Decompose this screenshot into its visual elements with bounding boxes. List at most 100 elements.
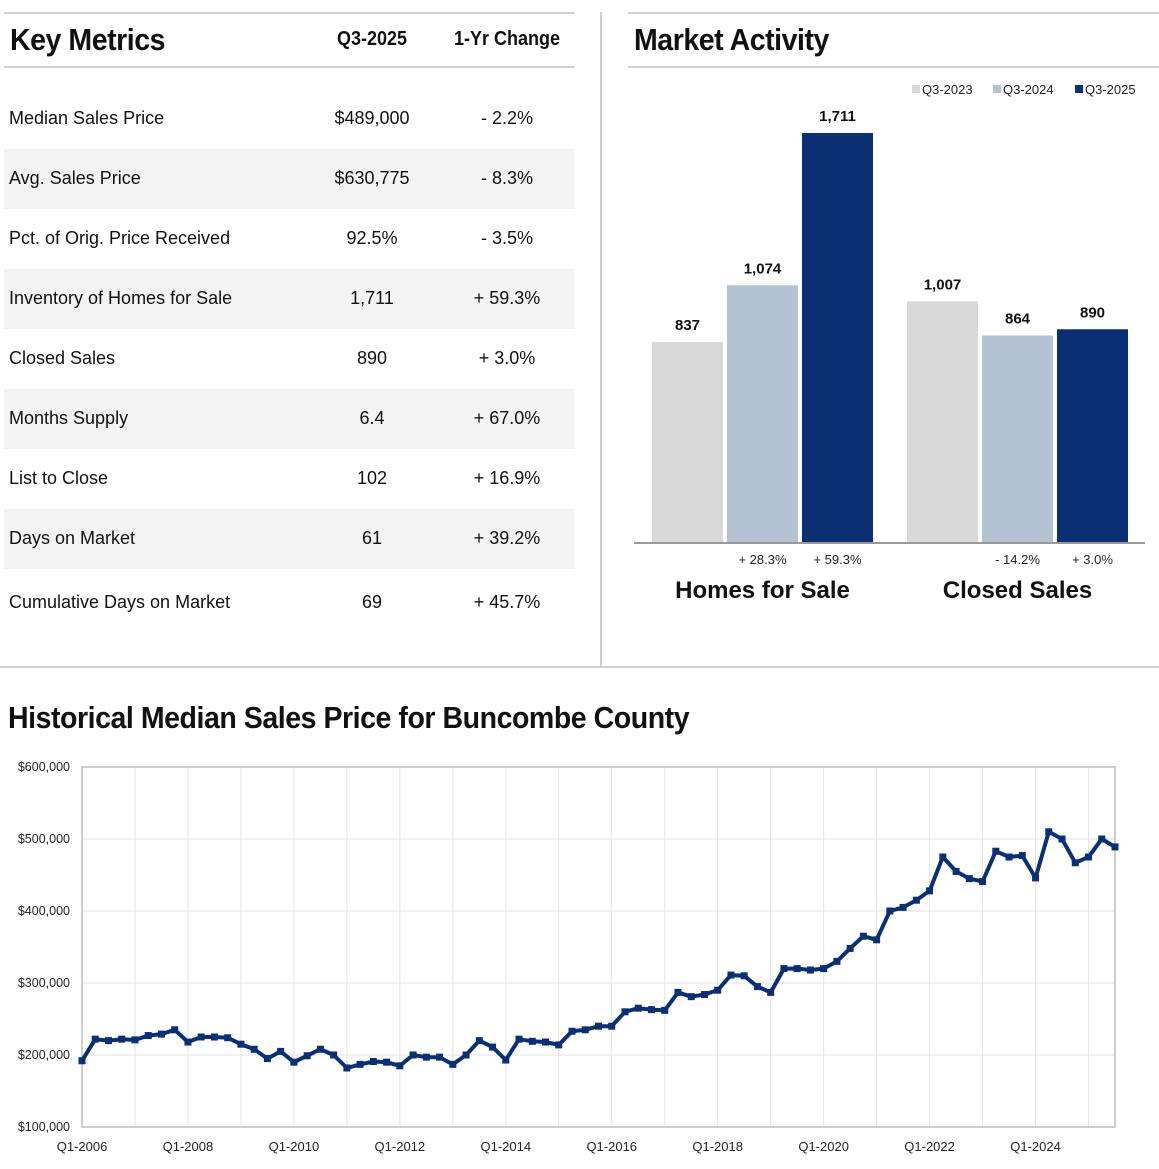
data-point: [727, 971, 735, 979]
legend-label: Q3-2023: [922, 82, 973, 97]
key-metrics-rows: Median Sales Price $489,000 - 2.2% Avg. Sal…: [4, 89, 574, 629]
metric-row: Avg. Sales Price $630,775 - 8.3%: [4, 149, 574, 209]
data-point: [422, 1053, 430, 1061]
data-point: [396, 1062, 404, 1070]
plot-frame: [81, 766, 1116, 1128]
data-point: [489, 1043, 497, 1051]
metric-label: Days on Market: [9, 528, 136, 548]
x-tick-label: Q1-2022: [904, 1139, 955, 1154]
bar: [802, 133, 873, 542]
data-point: [263, 1055, 271, 1063]
metric-value: 890: [356, 348, 388, 368]
legend-swatch: [1075, 85, 1083, 93]
data-point: [528, 1037, 536, 1045]
data-point: [979, 877, 987, 885]
metric-row: Inventory of Homes for Sale 1,711 + 59.3%: [4, 269, 574, 329]
data-point: [992, 847, 1000, 855]
x-tick-label: Q1-2006: [57, 1139, 108, 1154]
bar-value-label: 1,074: [744, 260, 782, 277]
price-series-line: [80, 829, 1117, 1070]
data-point: [290, 1058, 298, 1066]
bar: [1057, 329, 1128, 542]
data-point: [1058, 835, 1066, 843]
metric-label: Cumulative Days on Market: [9, 592, 231, 612]
data-point: [700, 991, 708, 999]
data-point: [1005, 853, 1013, 861]
metric-change: + 16.9%: [473, 468, 541, 488]
change-column-header: 1-Yr Change: [453, 28, 561, 50]
data-point: [965, 875, 973, 883]
y-tick-label: $200,000: [18, 1048, 70, 1062]
data-point: [356, 1060, 364, 1068]
market-activity-header: Market Activity: [628, 12, 1159, 68]
metric-row: Cumulative Days on Market 69 + 45.7%: [4, 569, 574, 629]
data-point: [780, 965, 788, 973]
metric-value: 6.4: [359, 408, 385, 428]
data-point: [647, 1006, 655, 1014]
data-point: [1085, 853, 1093, 861]
data-point: [912, 896, 920, 904]
bar-value-label: 864: [1005, 310, 1031, 327]
data-point: [846, 944, 854, 952]
y-tick-label: $500,000: [18, 832, 70, 846]
legend-label: Q3-2024: [1003, 82, 1054, 97]
data-point: [820, 965, 828, 973]
metric-value: $630,775: [334, 168, 410, 188]
x-tick-label: Q1-2016: [586, 1139, 637, 1154]
data-point: [197, 1033, 205, 1041]
y-tick-label: $600,000: [18, 760, 70, 774]
data-point: [224, 1034, 232, 1042]
category-label: Homes for Sale: [675, 577, 850, 604]
y-tick-label: $300,000: [18, 976, 70, 990]
metric-row: Days on Market 61 + 39.2%: [4, 509, 574, 569]
data-point: [383, 1058, 391, 1066]
data-point: [171, 1026, 179, 1034]
data-point: [859, 932, 867, 940]
bar-value-label: 1,007: [924, 276, 962, 293]
key-metrics-table: Key Metrics Q3-2025 1-Yr Change: [4, 12, 574, 68]
change-label: + 28.3%: [738, 552, 787, 567]
data-point: [369, 1057, 377, 1065]
data-point: [118, 1035, 126, 1043]
data-point: [462, 1051, 470, 1059]
data-point: [939, 853, 947, 861]
data-point: [674, 988, 682, 996]
legend-swatch: [993, 85, 1001, 93]
data-point: [1045, 828, 1053, 836]
bar-value-label: 1,711: [819, 108, 856, 125]
data-point: [555, 1041, 563, 1049]
change-label: + 59.3%: [813, 552, 862, 567]
metric-label: Inventory of Homes for Sale: [9, 288, 233, 308]
x-tick-label: Q1-2014: [480, 1139, 531, 1154]
bar: [652, 341, 723, 542]
data-point: [793, 965, 801, 973]
metric-value: 92.5%: [346, 228, 398, 248]
metric-label: Avg. Sales Price: [9, 168, 141, 188]
data-point: [78, 1057, 86, 1065]
metric-label: Closed Sales: [9, 348, 116, 368]
market-activity-title: Market Activity: [634, 22, 829, 57]
bar-value-label: 890: [1080, 304, 1105, 321]
data-point: [436, 1053, 444, 1061]
metric-change: + 59.3%: [473, 288, 541, 308]
metric-row: Months Supply 6.4 + 67.0%: [4, 389, 574, 449]
data-point: [210, 1033, 218, 1041]
data-point: [952, 867, 960, 875]
data-point: [833, 957, 841, 965]
data-point: [926, 887, 934, 895]
key-metrics-title: Key Metrics: [10, 22, 166, 57]
data-point: [1071, 859, 1079, 867]
data-point: [1018, 852, 1026, 860]
x-tick-label: Q1-2020: [798, 1139, 849, 1154]
data-point: [409, 1051, 417, 1059]
data-point: [661, 1006, 669, 1014]
data-point: [1032, 874, 1040, 882]
data-point: [277, 1047, 285, 1055]
bar: [907, 301, 978, 542]
data-point: [502, 1056, 510, 1064]
data-point: [714, 986, 722, 994]
data-point: [608, 1022, 616, 1030]
bar: [727, 285, 798, 542]
data-point: [1098, 835, 1106, 843]
metric-change: - 8.3%: [480, 168, 534, 188]
